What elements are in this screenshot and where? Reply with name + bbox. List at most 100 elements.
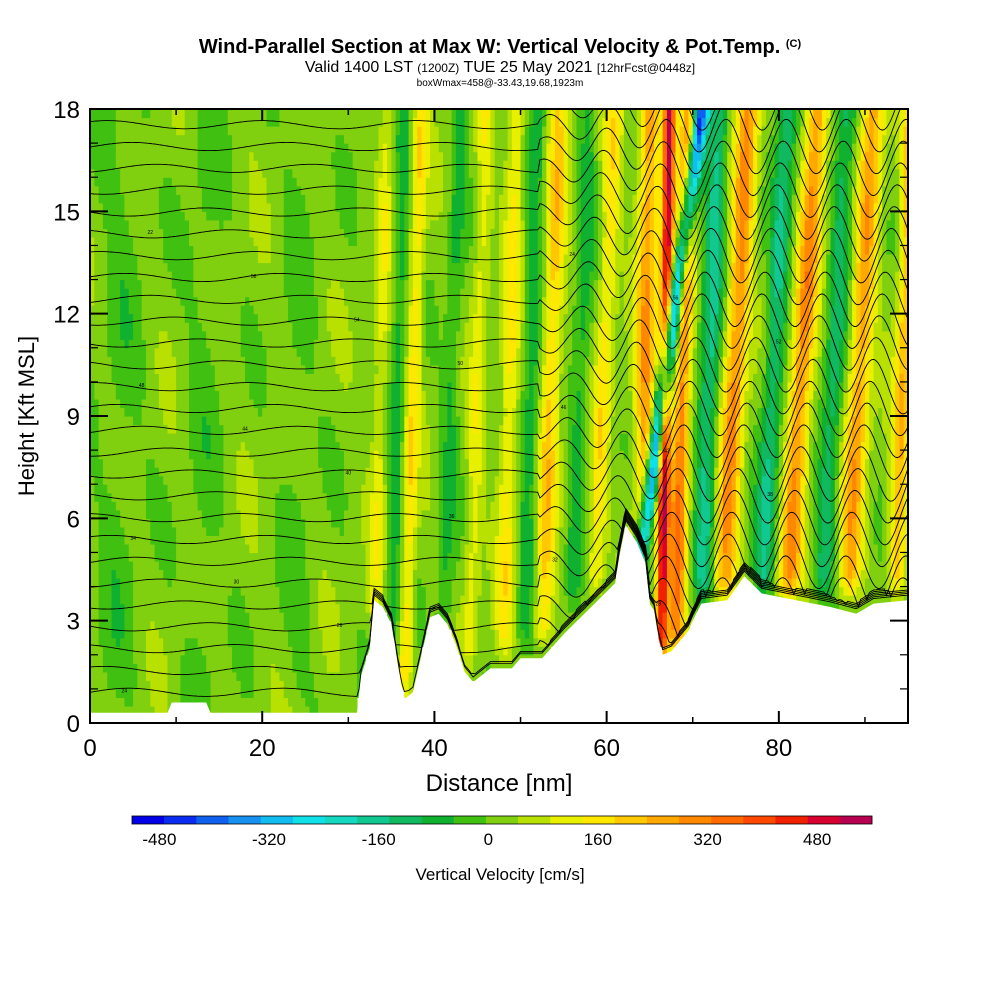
w-cell bbox=[184, 373, 190, 383]
w-cell bbox=[210, 236, 216, 247]
w-cell bbox=[94, 177, 100, 187]
w-cell bbox=[344, 578, 349, 588]
w-cell bbox=[223, 236, 229, 247]
w-cell bbox=[154, 288, 160, 298]
w-cell bbox=[210, 543, 216, 554]
w-cell bbox=[128, 629, 134, 639]
w-cell bbox=[189, 134, 194, 144]
w-cell bbox=[335, 134, 341, 144]
w-cell bbox=[107, 629, 113, 639]
w-cell bbox=[167, 330, 173, 340]
w-cell bbox=[262, 484, 268, 494]
w-cell bbox=[249, 322, 255, 332]
w-cell bbox=[296, 109, 302, 119]
w-cell bbox=[331, 279, 336, 289]
w-cell bbox=[115, 262, 121, 272]
w-cell bbox=[253, 322, 259, 332]
w-cell bbox=[331, 416, 336, 426]
w-cell bbox=[365, 160, 371, 170]
w-cell bbox=[124, 160, 130, 170]
w-cell bbox=[236, 697, 242, 707]
w-cell bbox=[219, 262, 225, 272]
w-cell bbox=[382, 492, 388, 502]
w-cell bbox=[120, 262, 126, 272]
w-cell bbox=[102, 663, 108, 673]
w-cell bbox=[115, 313, 121, 323]
w-cell bbox=[180, 501, 186, 511]
w-cell bbox=[158, 134, 164, 144]
w-cell bbox=[214, 236, 220, 247]
w-cell bbox=[331, 177, 336, 187]
w-cell bbox=[102, 143, 108, 153]
w-cell bbox=[283, 398, 289, 409]
w-cell bbox=[292, 126, 298, 136]
w-cell bbox=[206, 612, 212, 622]
w-cell bbox=[309, 151, 315, 161]
w-cell bbox=[365, 586, 371, 596]
w-cell bbox=[193, 381, 199, 392]
w-cell bbox=[300, 185, 306, 195]
w-cell bbox=[275, 236, 281, 247]
w-cell bbox=[326, 339, 332, 349]
w-cell bbox=[309, 612, 315, 622]
w-cell bbox=[391, 424, 397, 434]
w-cell bbox=[141, 407, 147, 417]
w-cell bbox=[180, 569, 186, 579]
w-cell bbox=[309, 245, 315, 255]
w-cell bbox=[296, 560, 302, 571]
w-cell bbox=[236, 364, 242, 374]
w-cell bbox=[305, 671, 311, 681]
w-cell bbox=[266, 185, 272, 195]
w-cell bbox=[154, 595, 160, 605]
w-cell bbox=[300, 612, 306, 622]
w-cell bbox=[210, 688, 216, 699]
w-cell bbox=[331, 373, 336, 383]
w-cell bbox=[244, 219, 250, 229]
w-cell bbox=[240, 484, 246, 494]
w-cell bbox=[120, 288, 126, 298]
w-cell bbox=[257, 202, 263, 212]
w-cell bbox=[133, 373, 138, 383]
w-cell bbox=[313, 654, 319, 664]
w-cell bbox=[232, 330, 237, 340]
w-cell bbox=[193, 322, 199, 332]
w-cell bbox=[339, 680, 345, 690]
w-cell bbox=[382, 211, 388, 221]
w-cell bbox=[236, 560, 242, 571]
w-cell bbox=[279, 381, 285, 392]
w-cell bbox=[145, 202, 151, 212]
w-cell bbox=[262, 578, 268, 588]
w-cell bbox=[201, 629, 207, 639]
w-cell bbox=[145, 245, 151, 255]
w-cell bbox=[210, 296, 216, 306]
w-cell bbox=[395, 526, 401, 536]
w-cell bbox=[288, 450, 293, 460]
w-cell bbox=[283, 484, 289, 494]
w-cell bbox=[296, 654, 302, 664]
w-cell bbox=[279, 543, 285, 554]
w-cell bbox=[244, 126, 250, 136]
w-cell bbox=[275, 433, 281, 443]
w-cell bbox=[176, 126, 182, 136]
w-cell bbox=[227, 262, 233, 272]
w-cell bbox=[348, 688, 354, 699]
w-cell bbox=[326, 245, 332, 255]
w-cell bbox=[391, 578, 397, 588]
w-cell bbox=[171, 595, 177, 605]
w-cell bbox=[313, 458, 319, 468]
w-cell bbox=[313, 381, 319, 392]
w-cell bbox=[266, 160, 272, 170]
w-cell bbox=[107, 313, 113, 323]
w-cell bbox=[210, 663, 216, 673]
w-cell bbox=[348, 143, 354, 153]
w-cell bbox=[154, 646, 160, 656]
w-cell bbox=[236, 543, 242, 554]
w-cell bbox=[275, 305, 281, 315]
w-cell bbox=[244, 322, 250, 332]
w-cell bbox=[141, 143, 147, 153]
w-cell bbox=[201, 484, 207, 494]
w-cell bbox=[374, 526, 380, 536]
w-cell bbox=[305, 322, 311, 332]
w-cell bbox=[167, 501, 173, 511]
w-cell bbox=[145, 433, 151, 443]
